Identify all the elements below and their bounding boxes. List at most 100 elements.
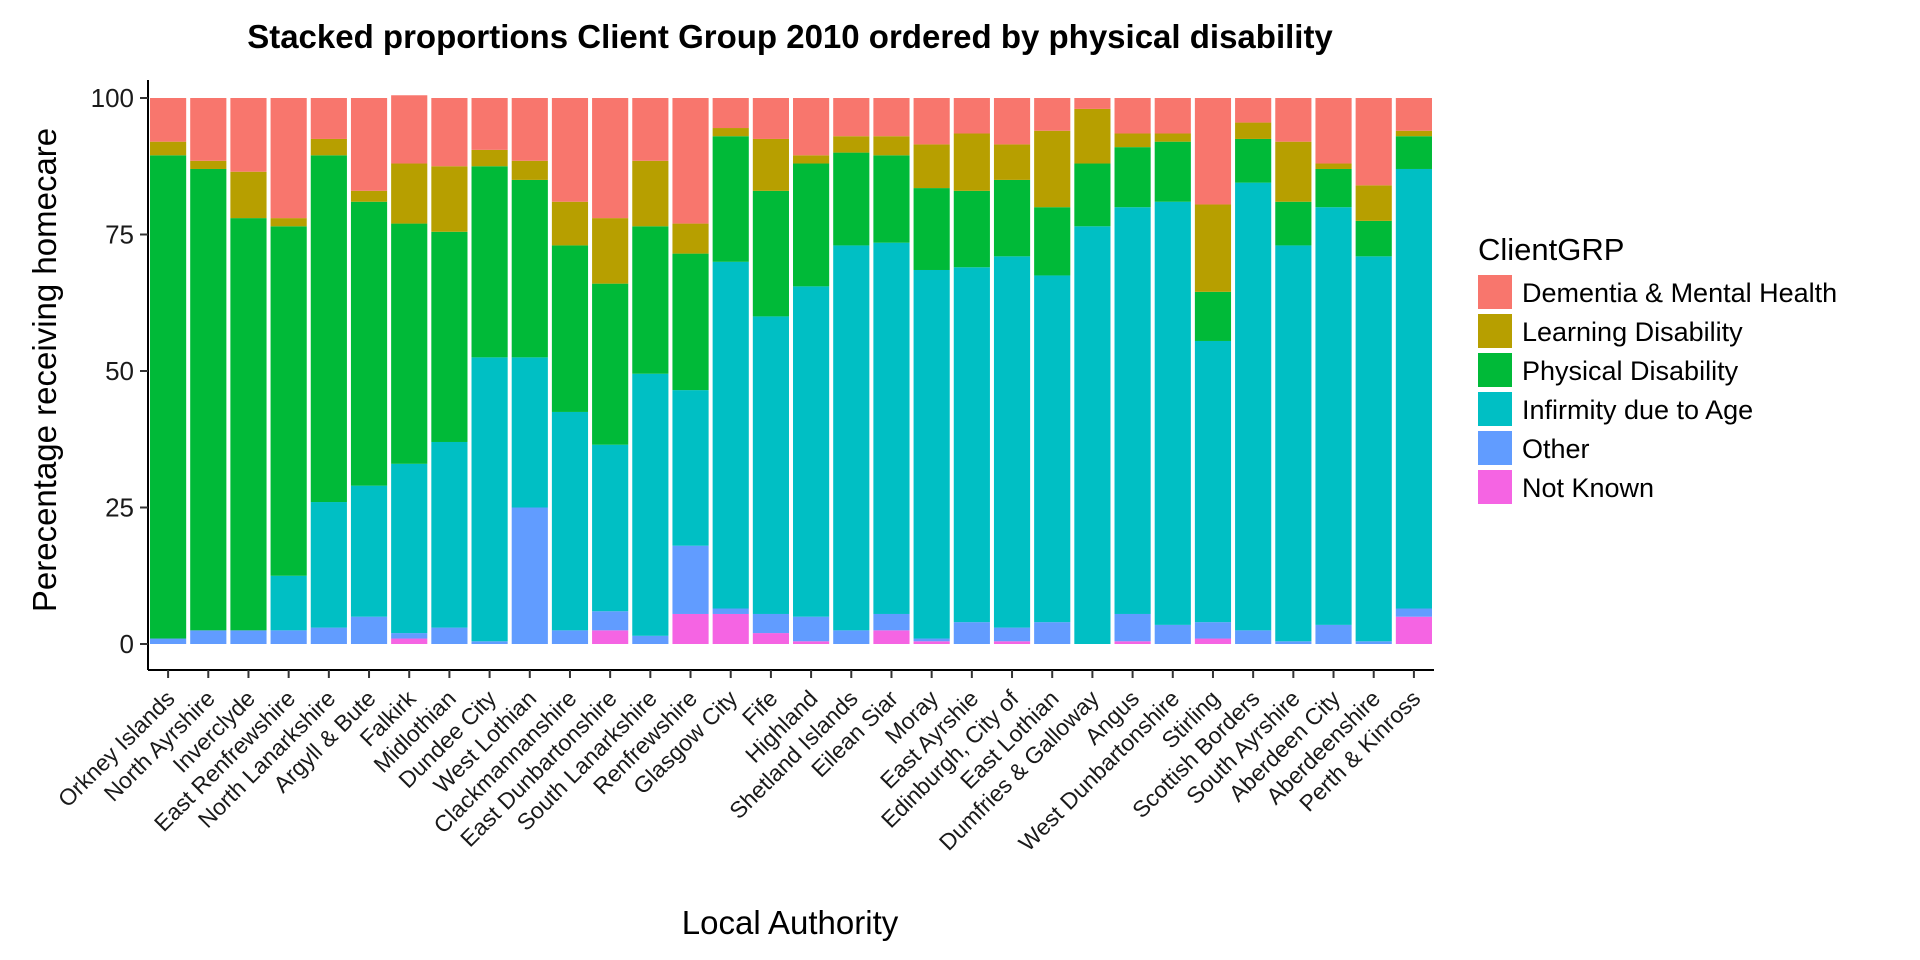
bar-segment-other-west-dunbartonshire [1154,624,1191,644]
bar-segment-other-midlothian [431,627,468,644]
bar-segment-physical-disability-dundee-city [471,166,508,358]
bar-segment-learning-disability-south-ayrshire [1275,141,1312,202]
y-tick-label: 100 [91,83,134,113]
bar-segment-dementia-mental-health-dumfries-galloway [1074,98,1111,109]
bar-segment-learning-disability-eilean-siar [873,136,910,156]
bar-segment-learning-disability-scottish-borders [1235,122,1272,139]
bar-segment-not-known-perth-kinross [1395,616,1432,644]
bar-segment-learning-disability-south-lanarkshire [632,160,669,227]
bar-segment-physical-disability-east-lothian [1034,207,1071,276]
bar-segment-physical-disability-fife [752,190,789,317]
bar-segment-infirmity-due-to-age-east-dunbartonshire [592,444,629,612]
bar-segment-not-known-stirling [1194,638,1232,644]
bar-segment-other-south-ayrshire [1275,641,1312,644]
bar-segment-infirmity-due-to-age-aberdeen-city [1315,207,1352,625]
bar-segment-dementia-mental-health-dundee-city [471,98,508,150]
bar-segment-physical-disability-clackmannanshire [551,245,589,412]
bar-segment-infirmity-due-to-age-falkirk [391,463,428,634]
bar-segment-physical-disability-edinburgh-city-of [993,179,1031,257]
bar-segment-learning-disability-renfrewshire [672,223,709,254]
bar-segment-infirmity-due-to-age-stirling [1194,340,1232,623]
bar-segment-learning-disability-stirling [1194,204,1232,292]
bar-segment-other-east-ayrshie [953,622,990,644]
bar-segment-dementia-mental-health-west-lothian [511,98,548,161]
bar-segment-dementia-mental-health-perth-kinross [1395,98,1432,131]
bar-segment-other-highland [793,616,830,642]
x-axis-title: Local Authority [682,904,899,941]
bar-segment-other-angus [1114,613,1151,642]
bar-segment-infirmity-due-to-age-eilean-siar [873,242,910,614]
chart-title: Stacked proportions Client Group 2010 or… [247,18,1333,55]
bar-segment-infirmity-due-to-age-south-lanarkshire [632,373,669,636]
bar-segment-physical-disability-highland [793,163,830,287]
bar-segment-other-east-dunbartonshire [592,611,629,631]
bar-segment-learning-disability-edinburgh-city-of [993,144,1031,180]
bar-segment-dementia-mental-health-north-lanarkshire [310,98,347,139]
bar-segment-physical-disability-glasgow-city [712,136,749,262]
legend-title: ClientGRP [1478,232,1624,267]
bar-segment-other-west-lothian [511,507,548,644]
bar-segment-physical-disability-north-ayrshire [190,168,227,631]
bar-segment-learning-disability-orkney-islands [150,141,187,156]
bar-segment-not-known-east-dunbartonshire [592,630,629,644]
y-axis-title: Perecentage receiving homecare [26,128,63,612]
bar-segment-learning-disability-dumfries-galloway [1074,108,1111,164]
bar-segment-learning-disability-east-ayrshie [953,133,990,191]
bar-segment-other-aberdeen-city [1315,624,1352,644]
bar-segment-infirmity-due-to-age-renfrewshire [672,390,709,546]
bar-segment-infirmity-due-to-age-fife [752,316,789,614]
bar-segment-dementia-mental-health-orkney-islands [150,98,187,142]
bar-segment-physical-disability-stirling [1194,291,1232,341]
bar-segment-physical-disability-renfrewshire [672,253,709,391]
legend-key-not-known [1478,470,1512,504]
bar-segment-dementia-mental-health-falkirk [391,95,428,164]
bar-segment-infirmity-due-to-age-moray [913,269,950,639]
bar-segment-infirmity-due-to-age-perth-kinross [1395,168,1432,609]
bar-segment-not-known-moray [913,641,950,644]
bar-segment-other-east-renfrewshire [270,630,307,644]
bar-segment-other-argyll-bute [350,616,388,644]
bar-segment-learning-disability-aberdeenshire [1355,185,1392,221]
bar-segment-not-known-edinburgh-city-of [993,641,1031,644]
bar-segment-dementia-mental-health-south-ayrshire [1275,98,1312,142]
bar-segment-learning-disability-west-lothian [511,160,548,180]
bar-segment-dementia-mental-health-east-lothian [1034,98,1071,131]
bar-segment-other-eilean-siar [873,613,910,631]
bar-segment-learning-disability-east-dunbartonshire [592,218,629,284]
bar-segment-other-perth-kinross [1395,608,1432,617]
bar-segment-other-south-lanarkshire [632,635,669,644]
bar-segment-learning-disability-dundee-city [471,149,508,167]
bar-segment-not-known-eilean-siar [873,630,910,644]
bar-segment-dementia-mental-health-east-renfrewshire [270,98,307,219]
bar-segment-dementia-mental-health-argyll-bute [350,98,388,191]
bar-segment-learning-disability-falkirk [391,163,428,224]
bar-segment-infirmity-due-to-age-shetland-islands [833,245,870,631]
bar-segment-other-moray [913,638,950,642]
legend-label-other: Other [1522,434,1590,464]
bar-segment-physical-disability-south-ayrshire [1275,201,1312,246]
bar-segment-other-east-lothian [1034,622,1071,644]
bar-segment-physical-disability-orkney-islands [150,155,187,639]
y-tick-label: 75 [105,220,134,250]
y-tick-label: 0 [120,629,134,659]
bar-segment-other-renfrewshire [672,545,709,614]
bar-segment-physical-disability-west-dunbartonshire [1154,141,1191,202]
bar-segment-other-scottish-borders [1235,630,1272,644]
bar-segment-physical-disability-north-lanarkshire [310,155,347,503]
bar-segment-not-known-angus [1114,641,1151,644]
bar-segment-learning-disability-north-lanarkshire [310,138,347,156]
bar-segment-learning-disability-inverclyde [230,171,267,219]
bar-segment-dementia-mental-health-moray [913,98,950,145]
bar-segment-other-clackmannanshire [551,630,589,644]
legend-label-physical-disability: Physical Disability [1522,356,1739,386]
bar-segment-infirmity-due-to-age-clackmannanshire [551,411,589,631]
bar-segment-infirmity-due-to-age-north-lanarkshire [310,502,347,628]
bar-segment-other-shetland-islands [833,630,870,644]
bar-segment-physical-disability-scottish-borders [1235,138,1272,183]
bar-segment-infirmity-due-to-age-dumfries-galloway [1074,226,1111,644]
bar-segment-learning-disability-moray [913,144,950,189]
bar-segment-infirmity-due-to-age-scottish-borders [1235,182,1272,631]
bar-segment-other-north-lanarkshire [310,627,347,644]
bar-segment-dementia-mental-health-aberdeen-city [1315,98,1352,164]
bar-segment-learning-disability-clackmannanshire [551,201,589,246]
